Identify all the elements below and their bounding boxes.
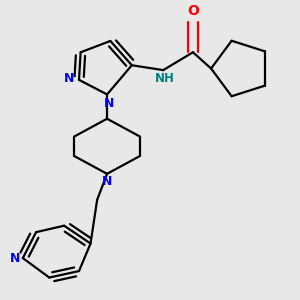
Text: N: N (9, 252, 20, 265)
Text: N: N (102, 176, 112, 188)
Text: NH: NH (155, 72, 175, 85)
Text: N: N (103, 97, 114, 110)
Text: O: O (187, 4, 199, 18)
Text: N: N (64, 72, 74, 85)
